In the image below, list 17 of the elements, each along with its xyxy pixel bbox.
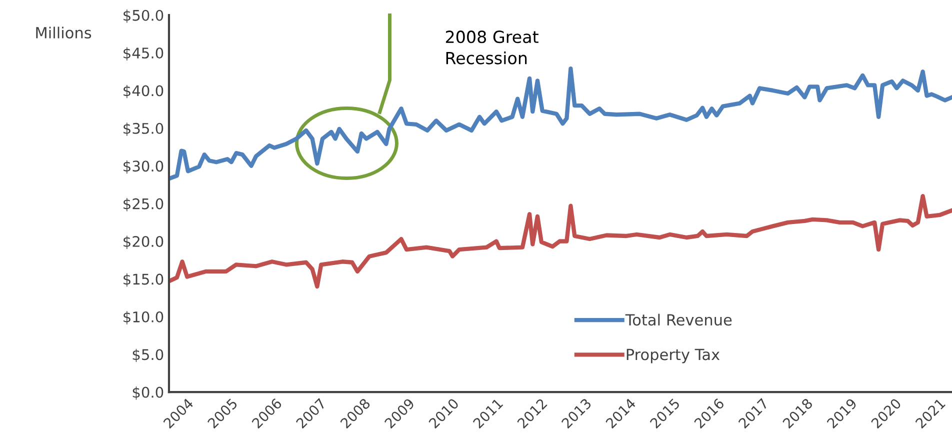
y-axis-title: Millions: [36, 26, 92, 39]
line-series: [168, 194, 952, 289]
y-tick-label: $45.0: [124, 47, 164, 60]
y-tick-label: $25.0: [124, 198, 164, 212]
y-tick-label: $20.0: [124, 236, 164, 249]
y-tick-label: $15.0: [124, 273, 164, 287]
legend-label: Property Tax: [626, 348, 720, 364]
y-tick-label: $5.0: [132, 348, 164, 362]
y-tick-label: $35.0: [124, 122, 164, 136]
annotation: 2008 Great Recession: [446, 30, 538, 64]
line-series: [168, 66, 952, 181]
legend-label: Total Revenue: [625, 314, 732, 326]
y-tick-label: $50.0: [124, 10, 164, 23]
y-tick-label: $40.0: [124, 84, 164, 98]
y-tick-label: $10.0: [124, 311, 164, 324]
y-tick-label: $0.0: [132, 386, 164, 400]
y-tick-label: $30.0: [124, 160, 164, 174]
